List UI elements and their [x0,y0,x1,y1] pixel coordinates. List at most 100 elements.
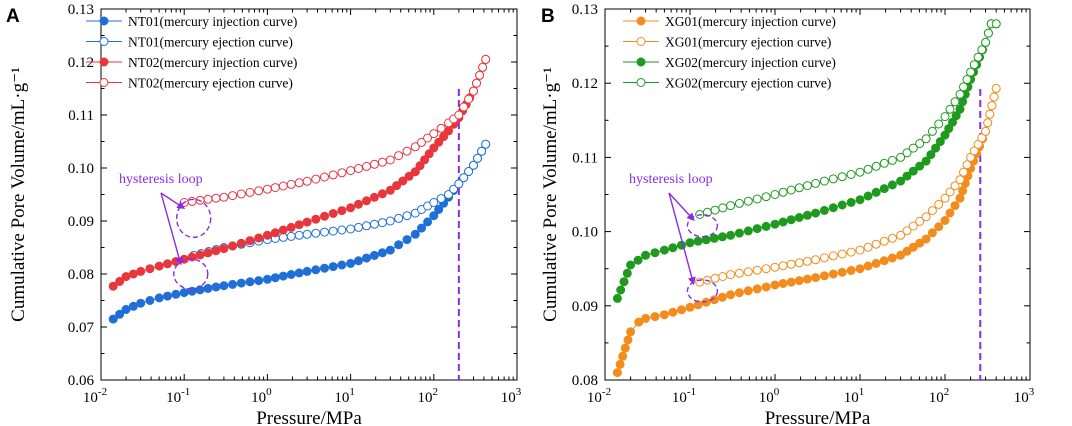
chart-b-data-point [908,166,918,176]
chart-b-data-point [955,193,965,203]
chart-b-data-point [626,260,636,270]
chart-b-data-point [761,192,771,202]
chart-a-data-point [362,161,371,171]
chart-b-data-point [921,134,931,144]
chart-a-y-axis-title: Cumulative Pore Volume/mL·g⁻¹ [8,67,29,322]
chart-b-data-point [743,286,753,296]
chart-a-x-tick-label: 103 [501,386,522,406]
chart-b-data-point [955,175,965,185]
chart-b-data-point [623,335,633,345]
chart-b-data-point [710,273,720,283]
chart-b-x-tick-label: 102 [929,386,950,406]
chart-b-data-point [761,282,771,292]
chart-b-data-point [685,238,695,248]
chart-a-data-point [464,167,474,176]
chart-a-hysteresis-arrow [160,192,183,266]
chart-a-data-point [410,142,420,152]
chart-b-y-axis-title: Cumulative Pore Volume/mL·g⁻¹ [540,67,561,322]
chart-b-data-point [622,268,632,278]
chart-a-data-point [219,281,229,291]
chart-a-data-point [320,211,329,221]
chart-a-data-point [369,219,379,229]
chart-a-data-point [294,230,304,240]
chart-b-data-point [896,176,906,186]
chart-b-data-point [770,219,780,229]
chart-b-data-point [726,230,736,240]
chart-a-data-point [473,153,482,163]
chart-b-series-0 [612,83,1001,378]
chart-a-data-point [429,198,439,207]
chart-a-data-point [392,181,402,191]
chart-b-data-point [962,75,972,84]
chart-a-data-point [337,168,347,178]
chart-b-y-tick-label: 0.08 [572,373,598,389]
chart-a-data-point [469,86,478,96]
chart-b-data-point [778,279,788,288]
chart-b-data-point [612,293,622,303]
chart-a-data-point [203,248,213,258]
chart-b-data-point [955,89,965,99]
chart-a-data-point [145,296,155,305]
chart-a-data-point [404,171,414,181]
chart-a-data-point [434,137,444,147]
chart-b-data-point [734,268,744,278]
chart-b-data-point [618,351,628,361]
chart-a-data-point [236,278,246,288]
chart-b-data-point [837,172,847,182]
chart-b-data-point [962,160,972,170]
chart-b-data-point [650,312,660,322]
chart-b-data-point [987,101,997,111]
chart-a-x-tick-label: 10-2 [83,386,107,406]
chart-b-data-point [958,186,968,196]
chart-a-data-point [402,211,412,221]
chart-a-data-point [228,241,238,251]
chart-b-data-point [950,97,960,107]
chart-a-data-point [278,271,288,281]
chart-a-data-point [320,263,329,273]
chart-b-data-point [786,185,796,195]
chart-b-data-point [959,82,968,92]
chart-a-data-point [475,70,485,80]
chart-a-data-point [469,160,478,170]
chart-b-data-point [802,210,812,220]
chart-a-data-point [417,223,426,233]
chart-b-data-point [908,221,918,231]
chart-b-data-point [991,83,1001,93]
chart-a-data-point [402,235,412,245]
chart-b-data-point [927,126,937,136]
chart-a-data-point [328,209,338,218]
chart-b-data-point [926,150,936,160]
chart-b-data-point [811,208,821,218]
chart-b-x-tick-label: 101 [844,386,865,406]
chart-a-x-tick-label: 101 [334,386,355,406]
chart-b-legend-label: XG01(mercury ejection curve) [665,35,831,50]
chart-b-data-point [778,187,788,197]
chart-a-data-point [354,256,363,266]
chart-a-data-point [187,252,197,262]
chart-b-legend-marker [636,16,646,26]
chart-a-data-point [459,102,469,112]
chart-a-data-point [362,221,371,231]
chart-a-data-point [354,199,363,209]
chart-b-x-tick-label: 10-1 [672,386,696,406]
chart-b-data-point [819,271,829,281]
chart-b-legend-marker [636,37,646,46]
chart-b-data-point [966,67,976,77]
chart-b-y-tick-label: 0.09 [572,299,598,315]
chart-b-data-point [794,183,804,193]
chart-a-data-point [346,166,356,176]
chart-a-data-point [302,176,312,186]
chart-b: B 10-2 10-1 100 101 102 103 0.08 0.09 0.10 0.11 0.1… [540,2,1035,426]
chart-b-data-point [945,104,955,114]
chart-b-data-point [991,19,1001,29]
chart-a-hysteresis-ellipse [173,258,209,290]
chart-b-y-tick-label: 0.12 [572,76,598,92]
chart-b-data-point [633,255,643,265]
chart-b-data-point [634,317,644,327]
chart-b-data-point [969,146,979,156]
chart-a-data-point [286,179,296,189]
chart-a-data-point [171,289,181,299]
chart-a-data-point [337,225,347,235]
chart-b-data-point [734,288,744,298]
chart-a-hysteresis-ellipse [175,198,212,239]
